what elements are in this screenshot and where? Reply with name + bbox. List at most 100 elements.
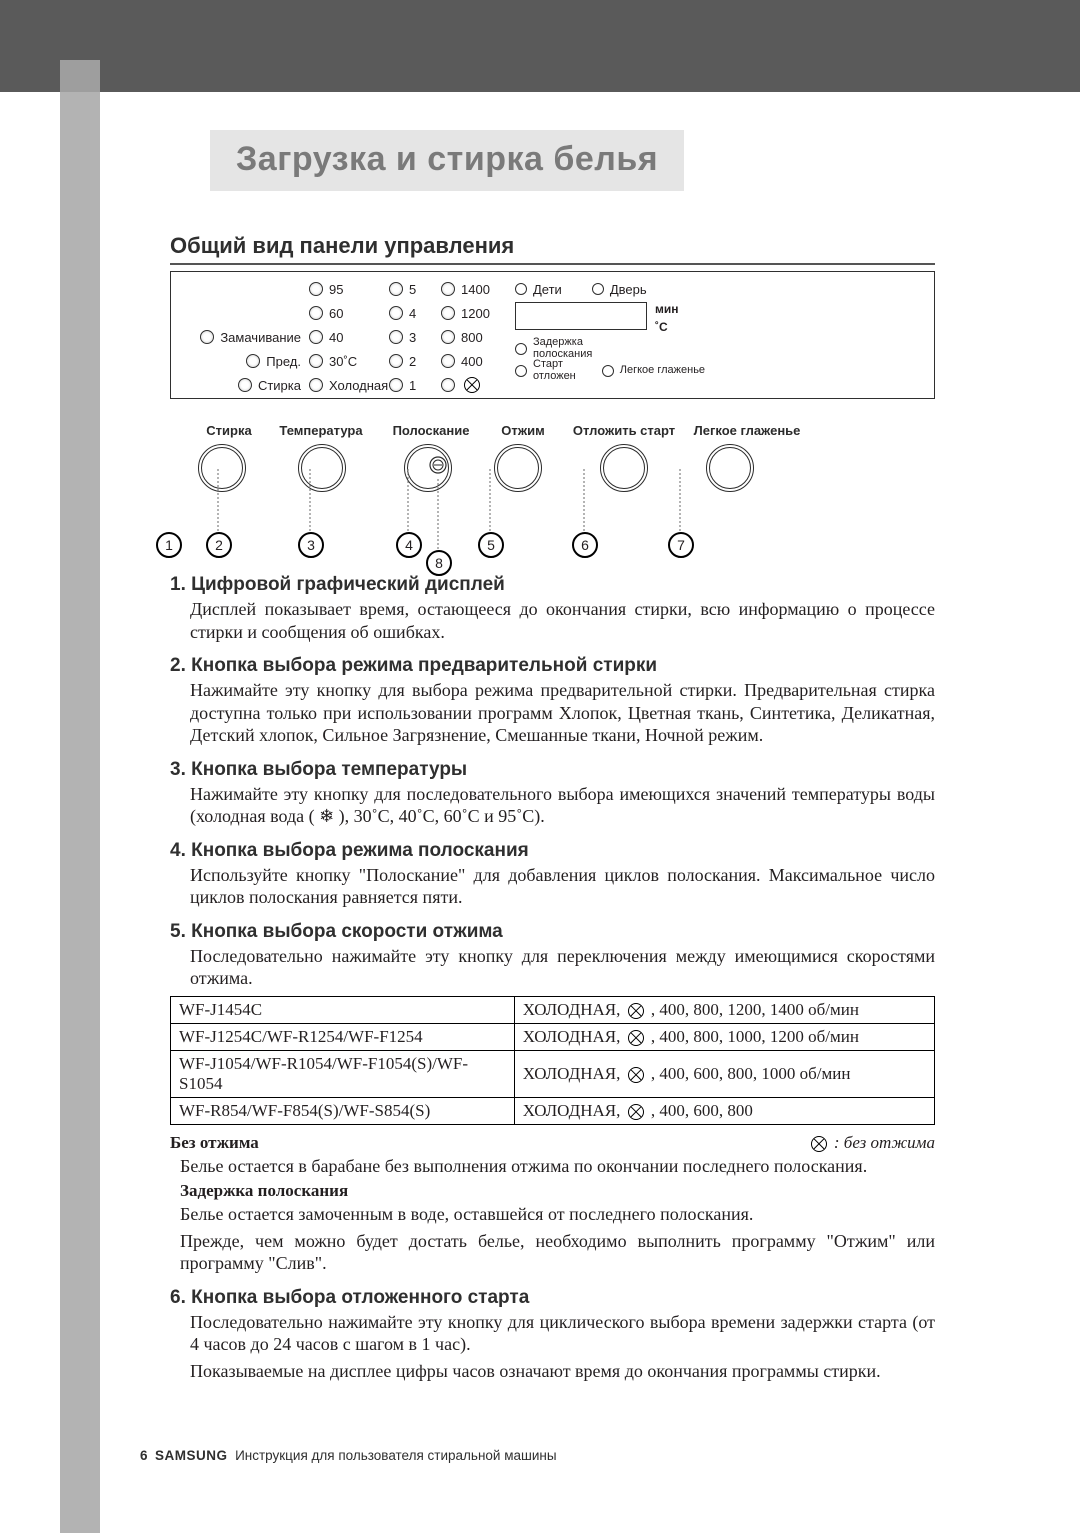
section-heading: 5. Кнопка выбора скорости отжима: [170, 921, 935, 943]
section-subtitle: Общий вид панели управления: [170, 233, 935, 265]
footer-text: Инструкция для пользователя стиральной м…: [235, 1448, 556, 1463]
indicator-label: Старт отложен: [533, 359, 576, 382]
rinse-value: 2: [409, 354, 416, 369]
callout-number: 6: [572, 532, 598, 558]
page-title: Загрузка и стирка белья: [210, 130, 684, 191]
table-row: WF-J1054/WF-R1054/WF-F1054(S)/WF-S1054ХО…: [171, 1050, 935, 1097]
rinse-value: 5: [409, 282, 416, 297]
rinse-value: 3: [409, 330, 416, 345]
temp-value: 95: [329, 282, 343, 297]
paragraph: Прежде, чем можно будет достать белье, н…: [180, 1230, 935, 1275]
callout-number: 3: [298, 532, 324, 558]
led-icon: [441, 282, 455, 296]
callout-number: 8: [426, 550, 452, 576]
led-icon: [389, 330, 403, 344]
speeds-cell: ХОЛОДНАЯ, , 400, 800, 1200, 1400 об/мин: [514, 996, 934, 1023]
indicator-label: Задержка полоскания: [533, 337, 592, 360]
callout-lines: [170, 423, 810, 603]
knob-row: Стирка Температура Полоскание Отжим Отло…: [170, 423, 935, 562]
led-icon: [200, 330, 214, 344]
indicator-icon: [515, 283, 527, 295]
control-panel-illustration: Замачивание Пред. Стирка 95 60 40 30˚C Х…: [170, 271, 935, 399]
no-spin-icon: [811, 1136, 827, 1152]
paragraph: Белье остается в барабане без выполнения…: [180, 1155, 935, 1178]
spin-value: 800: [461, 330, 483, 345]
model-cell: WF-J1054/WF-R1054/WF-F1054(S)/WF-S1054: [171, 1050, 515, 1097]
decorative-sidebar: [60, 60, 100, 1533]
paragraph: Нажимайте эту кнопку для последовательно…: [190, 783, 935, 828]
rinse-value: 4: [409, 306, 416, 321]
callout-number: 1: [156, 532, 182, 558]
led-icon: [441, 354, 455, 368]
no-spin-icon: [628, 1030, 644, 1046]
no-spin-legend: : без отжима: [808, 1133, 935, 1153]
indicator-icon: [602, 365, 614, 377]
unit-min: мин: [655, 302, 679, 316]
spin-value: 1200: [461, 306, 490, 321]
section-heading: 2. Кнопка выбора режима предварительной …: [170, 655, 935, 677]
led-icon: [389, 306, 403, 320]
decorative-topbar: [0, 0, 1080, 92]
callout-number: 4: [396, 532, 422, 558]
model-cell: WF-R854/WF-F854(S)/WF-S854(S): [171, 1097, 515, 1124]
paragraph: Последовательно нажимайте эту кнопку для…: [190, 945, 935, 990]
paragraph: Последовательно нажимайте эту кнопку для…: [190, 1311, 935, 1356]
page-footer: 6 SAMSUNG Инструкция для пользователя ст…: [140, 1448, 557, 1463]
model-cell: WF-J1454C: [171, 996, 515, 1023]
temp-value: 60: [329, 306, 343, 321]
models-table: WF-J1454CХОЛОДНАЯ, , 400, 800, 1200, 140…: [170, 996, 935, 1125]
table-row: WF-J1254C/WF-R1254/WF-F1254ХОЛОДНАЯ, , 4…: [171, 1023, 935, 1050]
led-icon: [389, 354, 403, 368]
callout-number: 5: [478, 532, 504, 558]
content-area: Загрузка и стирка белья Общий вид панели…: [170, 130, 935, 1386]
row-label: Пред.: [266, 354, 301, 369]
speeds-cell: ХОЛОДНАЯ, , 400, 600, 800: [514, 1097, 934, 1124]
sections: 1. Цифровой графический дисплейДисплей п…: [170, 574, 935, 990]
led-icon: [309, 306, 323, 320]
indicator-icon: [515, 365, 527, 377]
table-row: WF-J1454CХОЛОДНАЯ, , 400, 800, 1200, 140…: [171, 996, 935, 1023]
section-heading: 4. Кнопка выбора режима полоскания: [170, 840, 935, 862]
section-heading: 6. Кнопка выбора отложенного старта: [170, 1287, 935, 1309]
led-icon: [309, 330, 323, 344]
speeds-cell: ХОЛОДНАЯ, , 400, 600, 800, 1000 об/мин: [514, 1050, 934, 1097]
spin-value: 400: [461, 354, 483, 369]
temp-value: 30˚C: [329, 354, 357, 369]
temp-value: 40: [329, 330, 343, 345]
callout-number: 7: [668, 532, 694, 558]
led-icon: [441, 330, 455, 344]
brand: SAMSUNG: [155, 1448, 228, 1463]
led-icon: [389, 282, 403, 296]
paragraph: Нажимайте эту кнопку для выбора режима п…: [190, 679, 935, 747]
unit-c: ˚C: [655, 320, 668, 334]
decorative-corner: [60, 60, 100, 92]
led-icon: [309, 354, 323, 368]
page-number: 6: [140, 1448, 148, 1463]
paragraph: Используйте кнопку "Полоскание" для доба…: [190, 864, 935, 909]
row-label: Замачивание: [220, 330, 301, 345]
table-row: WF-R854/WF-F854(S)/WF-S854(S)ХОЛОДНАЯ, ,…: [171, 1097, 935, 1124]
no-spin-heading: Без отжима: [170, 1133, 259, 1153]
indicator-label: Дверь: [610, 282, 647, 297]
no-spin-icon: [628, 1067, 644, 1083]
indicator-label: Дети: [533, 282, 562, 297]
speeds-cell: ХОЛОДНАЯ, , 400, 800, 1000, 1200 об/мин: [514, 1023, 934, 1050]
spin-value: 1400: [461, 282, 490, 297]
no-spin-icon: [628, 1003, 644, 1019]
row-label: Стирка: [258, 378, 301, 393]
callout-numbers: 1 2 3 4 8 5 6 7: [170, 532, 935, 562]
section-heading: 3. Кнопка выбора температуры: [170, 759, 935, 781]
paragraph: Показываемые на дисплее цифры часов озна…: [190, 1360, 935, 1383]
indicator-icon: [515, 343, 527, 355]
temp-value: Холодная: [329, 378, 388, 393]
led-icon: [389, 378, 403, 392]
led-icon: [246, 354, 260, 368]
led-icon: [309, 282, 323, 296]
led-icon: [238, 378, 252, 392]
led-icon: [441, 378, 455, 392]
paragraph: Дисплей показывает время, остающееся до …: [190, 598, 935, 643]
indicator-label: Легкое глаженье: [620, 365, 705, 377]
led-icon: [441, 306, 455, 320]
led-icon: [309, 378, 323, 392]
model-cell: WF-J1254C/WF-R1254/WF-F1254: [171, 1023, 515, 1050]
